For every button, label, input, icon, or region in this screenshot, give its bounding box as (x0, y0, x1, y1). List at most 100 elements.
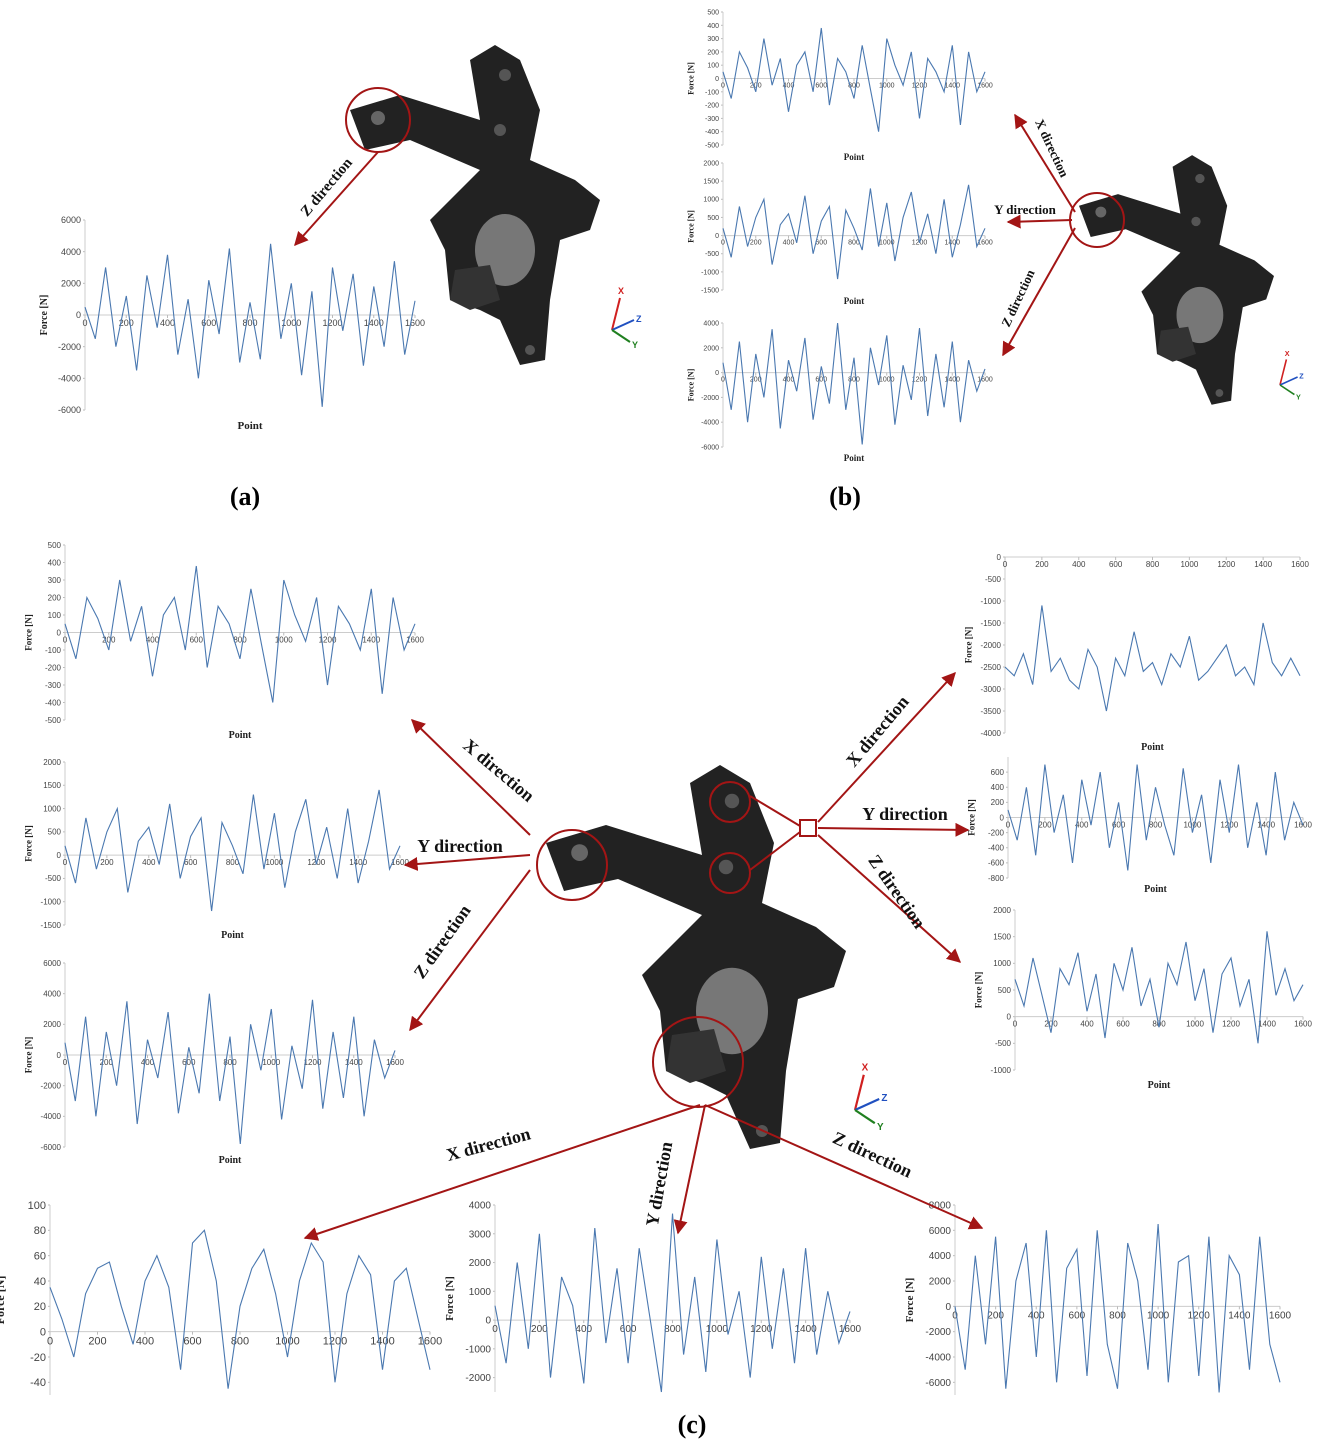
chart: -1500-1000-50005001000150020000200400600… (687, 160, 993, 306)
y-tick-label: -1000 (981, 597, 1002, 606)
x-axis-label: Point (1141, 742, 1164, 753)
x-tick-label: 1200 (1188, 1310, 1211, 1321)
x-tick-label: 1200 (1217, 560, 1235, 569)
triad-axis (612, 298, 620, 330)
x-tick-label: 1400 (1228, 1310, 1251, 1321)
y-tick-label: -4000 (58, 373, 81, 383)
y-tick-label: -1500 (41, 921, 62, 930)
y-tick-label: 6000 (61, 215, 81, 225)
x-tick-label: 600 (1109, 560, 1123, 569)
x-tick-label: 1000 (879, 83, 895, 90)
y-tick-label: -3500 (981, 707, 1002, 716)
y-tick-label: 400 (707, 23, 719, 30)
x-tick-label: 1200 (323, 1336, 347, 1348)
y-tick-label: -2000 (925, 1327, 951, 1338)
y-tick-label: -400 (705, 129, 719, 136)
y-tick-label: -200 (45, 663, 62, 672)
x-tick-label: 600 (182, 1058, 196, 1067)
y-tick-label: -500 (705, 251, 719, 258)
direction-arrow (818, 673, 955, 822)
y-tick-label: 500 (48, 828, 62, 837)
y-tick-label: 600 (991, 768, 1005, 777)
y-tick-label: -1000 (41, 898, 62, 907)
direction-label: Y direction (417, 836, 503, 856)
x-tick-label: 1000 (879, 377, 895, 384)
direction-label: X direction (444, 1123, 532, 1165)
x-tick-label: 1200 (1222, 1020, 1240, 1029)
y-tick-label: -20 (30, 1352, 46, 1364)
chart: -6000-4000-20000200040006000800002004006… (904, 1201, 1292, 1396)
x-tick-label: 0 (1003, 560, 1008, 569)
x-tick-label: 1600 (405, 318, 425, 328)
y-tick-label: 4000 (61, 247, 81, 257)
x-tick-label: 200 (88, 1336, 106, 1348)
x-axis-label: Point (221, 930, 244, 941)
coordinate-triad: XYZ (855, 1062, 887, 1132)
direction-label: Y direction (994, 202, 1057, 217)
x-tick-label: 400 (142, 858, 156, 867)
panel-label: (b) (829, 482, 861, 511)
x-tick-label: 0 (492, 1324, 498, 1335)
x-tick-label: 0 (63, 636, 68, 645)
panel-label: (a) (230, 482, 260, 511)
highlight (800, 820, 816, 836)
y-tick-label: -4000 (41, 1112, 62, 1121)
chart: -4000-3500-3000-2500-2000-1500-1000-5000… (963, 553, 1309, 753)
x-tick-label: 400 (136, 1336, 154, 1348)
data-line (723, 185, 985, 279)
x-axis-label: Point (1144, 884, 1167, 895)
y-tick-label: -600 (988, 859, 1005, 868)
x-tick-label: 800 (1109, 1310, 1126, 1321)
x-tick-label: 600 (190, 636, 204, 645)
triad-axis (855, 1110, 875, 1123)
x-tick-label: 600 (184, 858, 198, 867)
y-tick-label: -4000 (701, 420, 719, 427)
y-tick-label: 2000 (61, 278, 81, 288)
y-tick-label: 2000 (43, 758, 61, 767)
y-tick-label: -2500 (981, 663, 1002, 672)
direction-label: Z direction (830, 1128, 916, 1182)
x-tick-label: 200 (531, 1324, 548, 1335)
chart: -500-400-300-200-10001002003004005000200… (687, 9, 993, 162)
y-tick-label: -1500 (981, 619, 1002, 628)
x-tick-label: 1000 (1147, 1310, 1170, 1321)
y-tick-label: 400 (48, 558, 62, 567)
y-tick-label: 500 (707, 9, 719, 16)
x-tick-label: 1600 (1291, 560, 1309, 569)
y-tick-label: 0 (1007, 1012, 1012, 1021)
y-tick-label: 500 (48, 541, 62, 550)
triad-axis (1280, 359, 1286, 385)
y-tick-label: -6000 (701, 444, 719, 451)
x-tick-label: 400 (783, 240, 795, 247)
triad-axis (612, 320, 634, 330)
y-tick-label: -500 (705, 142, 719, 149)
x-tick-label: 1600 (1269, 1310, 1292, 1321)
y-tick-label: -2000 (701, 395, 719, 402)
x-tick-label: 200 (987, 1310, 1004, 1321)
y-tick-label: 400 (991, 783, 1005, 792)
y-tick-label: 0 (57, 628, 62, 637)
x-tick-label: 200 (750, 240, 762, 247)
y-axis-label: Force [N] (687, 210, 696, 243)
x-tick-label: 1000 (262, 1058, 280, 1067)
x-tick-label: 0 (721, 83, 725, 90)
panel-label: (c) (678, 1410, 707, 1439)
triad-label: Y (877, 1122, 884, 1133)
y-axis-label: Force [N] (39, 295, 50, 336)
y-tick-label: 1500 (43, 781, 61, 790)
y-axis-label: Force [N] (687, 368, 696, 401)
y-tick-label: 100 (48, 611, 62, 620)
triad-label: Y (1296, 392, 1301, 401)
x-tick-label: 1600 (418, 1336, 442, 1348)
x-tick-label: 0 (82, 318, 87, 328)
chart: -1000-5000500100015002000020040060080010… (973, 906, 1312, 1091)
x-tick-label: 600 (815, 240, 827, 247)
chart: -800-600-400-200020040060002004006008001… (966, 757, 1312, 895)
y-tick-label: -400 (988, 844, 1005, 853)
y-tick-label: 0 (76, 310, 81, 320)
y-tick-label: -300 (705, 116, 719, 123)
y-tick-label: -1000 (465, 1344, 491, 1355)
